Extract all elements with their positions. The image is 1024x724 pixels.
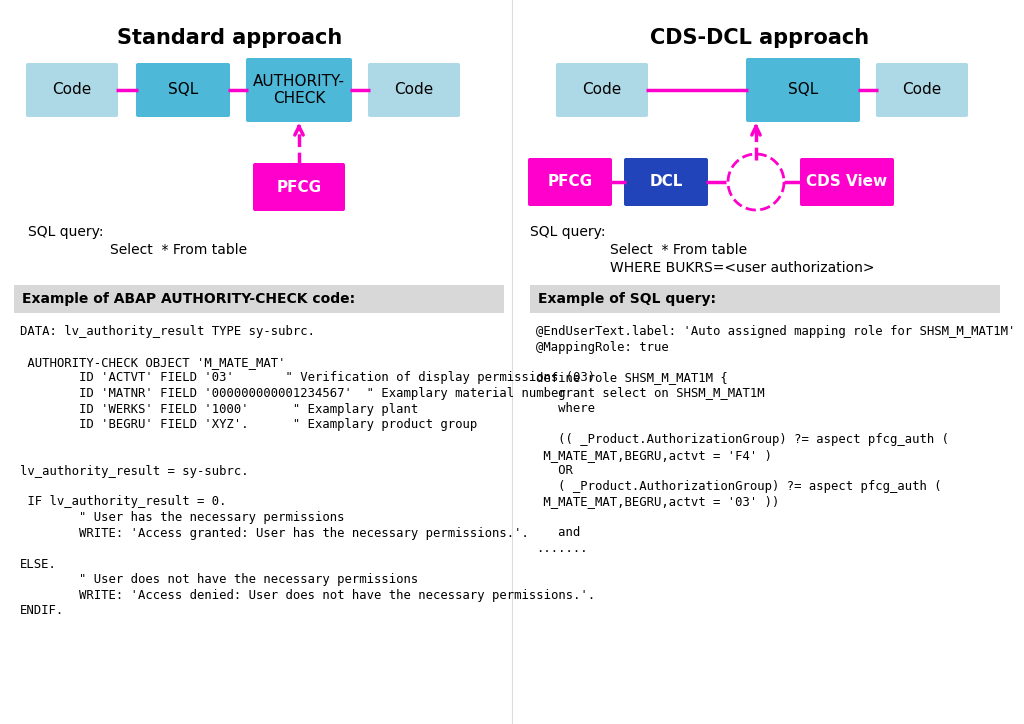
Text: M_MATE_MAT,BEGRU,actvt = '03' )): M_MATE_MAT,BEGRU,actvt = '03' )) [536,495,779,508]
Text: @EndUserText.label: 'Auto assigned mapping role for SHSM_M_MAT1M': @EndUserText.label: 'Auto assigned mappi… [536,325,1016,338]
FancyBboxPatch shape [136,63,230,117]
Text: Code: Code [902,83,942,98]
Text: ( _Product.AuthorizationGroup) ?= aspect pfcg_auth (: ( _Product.AuthorizationGroup) ?= aspect… [536,480,942,493]
FancyBboxPatch shape [624,158,708,206]
Text: WRITE: 'Access denied: User does not have the necessary permissions.'.: WRITE: 'Access denied: User does not hav… [20,589,595,602]
Text: AUTHORITY-CHECK OBJECT 'M_MATE_MAT': AUTHORITY-CHECK OBJECT 'M_MATE_MAT' [20,356,286,369]
Text: WRITE: 'Access granted: User has the necessary permissions.'.: WRITE: 'Access granted: User has the nec… [20,526,528,539]
Text: and: and [536,526,581,539]
Text: .......: ....... [536,542,588,555]
Text: ID 'BEGRU' FIELD 'XYZ'.      " Examplary product group: ID 'BEGRU' FIELD 'XYZ'. " Examplary prod… [20,418,477,431]
Text: " User has the necessary permissions: " User has the necessary permissions [20,511,344,524]
Text: Code: Code [52,83,91,98]
Text: " User does not have the necessary permissions: " User does not have the necessary permi… [20,573,418,586]
Text: ID 'MATNR' FIELD '000000000001234567'  " Examplary material number: ID 'MATNR' FIELD '000000000001234567' " … [20,387,565,400]
Text: ENDIF.: ENDIF. [20,604,65,617]
Text: PFCG: PFCG [548,174,593,190]
Text: ID 'ACTVT' FIELD '03'       " Verification of display permissions (03): ID 'ACTVT' FIELD '03' " Verification of … [20,371,595,384]
Text: Example of SQL query:: Example of SQL query: [538,292,716,306]
Text: where: where [536,403,595,416]
Text: Standard approach: Standard approach [118,28,343,48]
FancyBboxPatch shape [556,63,648,117]
Text: Example of ABAP AUTHORITY-CHECK code:: Example of ABAP AUTHORITY-CHECK code: [22,292,355,306]
Text: @MappingRole: true: @MappingRole: true [536,340,669,353]
Text: DATA: lv_authority_result TYPE sy-subrc.: DATA: lv_authority_result TYPE sy-subrc. [20,325,315,338]
FancyBboxPatch shape [876,63,968,117]
FancyBboxPatch shape [368,63,460,117]
FancyBboxPatch shape [528,158,612,206]
FancyBboxPatch shape [253,163,345,211]
Text: SQL: SQL [168,83,198,98]
Text: ELSE.: ELSE. [20,557,57,571]
Text: PFCG: PFCG [276,180,322,195]
Text: CDS-DCL approach: CDS-DCL approach [650,28,869,48]
Text: DCL: DCL [649,174,683,190]
Text: WHERE BUKRS=<user authorization>: WHERE BUKRS=<user authorization> [610,261,874,275]
FancyBboxPatch shape [246,58,352,122]
Text: ID 'WERKS' FIELD '1000'      " Examplary plant: ID 'WERKS' FIELD '1000' " Examplary plan… [20,403,418,416]
Text: Select  * From table: Select * From table [110,243,247,257]
Text: (( _Product.AuthorizationGroup) ?= aspect pfcg_auth (: (( _Product.AuthorizationGroup) ?= aspec… [536,434,949,447]
Text: grant select on SHSM_M_MAT1M: grant select on SHSM_M_MAT1M [536,387,765,400]
FancyBboxPatch shape [14,285,504,313]
FancyBboxPatch shape [800,158,894,206]
Text: CDS View: CDS View [807,174,888,190]
Text: define role SHSM_M_MAT1M {: define role SHSM_M_MAT1M { [536,371,728,384]
Text: SQL query:: SQL query: [530,225,605,239]
FancyBboxPatch shape [26,63,118,117]
Text: Code: Code [583,83,622,98]
Text: Select  * From table: Select * From table [610,243,748,257]
Text: OR: OR [536,465,572,478]
Text: AUTHORITY-
CHECK: AUTHORITY- CHECK [253,74,345,106]
Text: M_MATE_MAT,BEGRU,actvt = 'F4' ): M_MATE_MAT,BEGRU,actvt = 'F4' ) [536,449,772,462]
Text: IF lv_authority_result = 0.: IF lv_authority_result = 0. [20,495,226,508]
Text: Code: Code [394,83,433,98]
FancyBboxPatch shape [746,58,860,122]
FancyBboxPatch shape [530,285,1000,313]
Text: SQL: SQL [787,83,818,98]
Text: SQL query:: SQL query: [28,225,103,239]
Text: lv_authority_result = sy-subrc.: lv_authority_result = sy-subrc. [20,465,249,478]
